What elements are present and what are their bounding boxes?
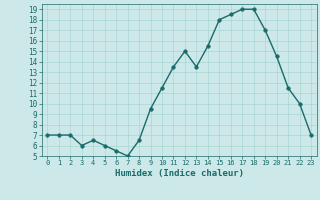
X-axis label: Humidex (Indice chaleur): Humidex (Indice chaleur)	[115, 169, 244, 178]
